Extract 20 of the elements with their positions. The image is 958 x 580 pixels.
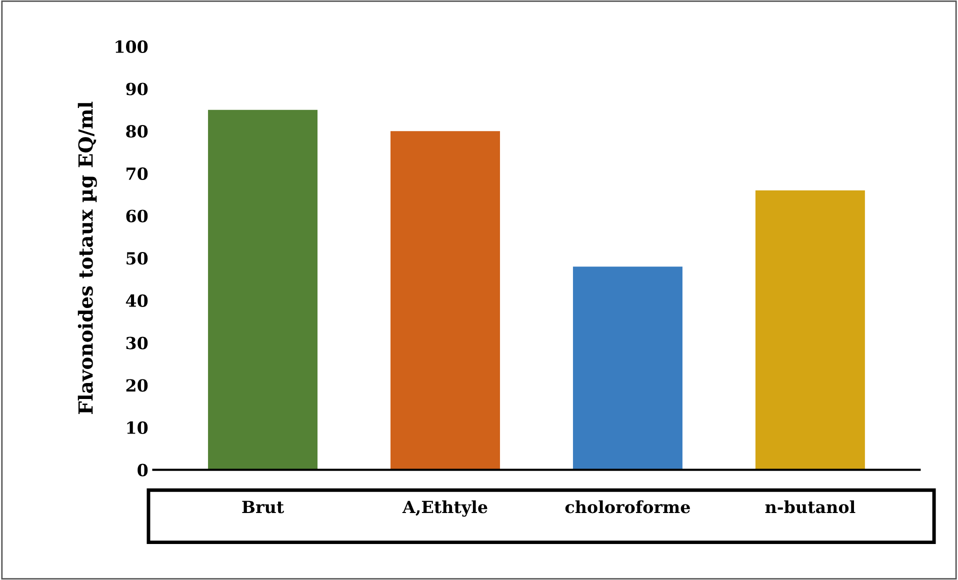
y-tick-label: 10: [127, 421, 148, 434]
x-tick-label: n-butanol: [765, 500, 856, 514]
y-tick-label: 80: [126, 125, 148, 138]
y-axis-title: Flavonoides totaux µg EQ/ml: [78, 102, 97, 414]
y-tick-label: 90: [126, 82, 148, 96]
x-tick-label: A,Ethtyle: [402, 500, 488, 517]
y-tick-label: 20: [126, 379, 148, 392]
y-tick-label: 70: [126, 167, 148, 180]
y-tick-label: 50: [126, 252, 148, 265]
bar: [208, 110, 318, 470]
x-tick-label: Brut: [242, 500, 284, 514]
bar: [390, 131, 500, 470]
y-tick-label: 100: [116, 40, 148, 53]
x-tick-label: choloroforme: [565, 500, 690, 514]
y-tick-label: 40: [126, 294, 148, 308]
y-tick-label: 60: [126, 210, 148, 222]
bar: [755, 190, 865, 470]
bar: [572, 266, 682, 470]
y-tick-label: 30: [126, 336, 148, 350]
y-tick-label: 0: [138, 464, 148, 476]
